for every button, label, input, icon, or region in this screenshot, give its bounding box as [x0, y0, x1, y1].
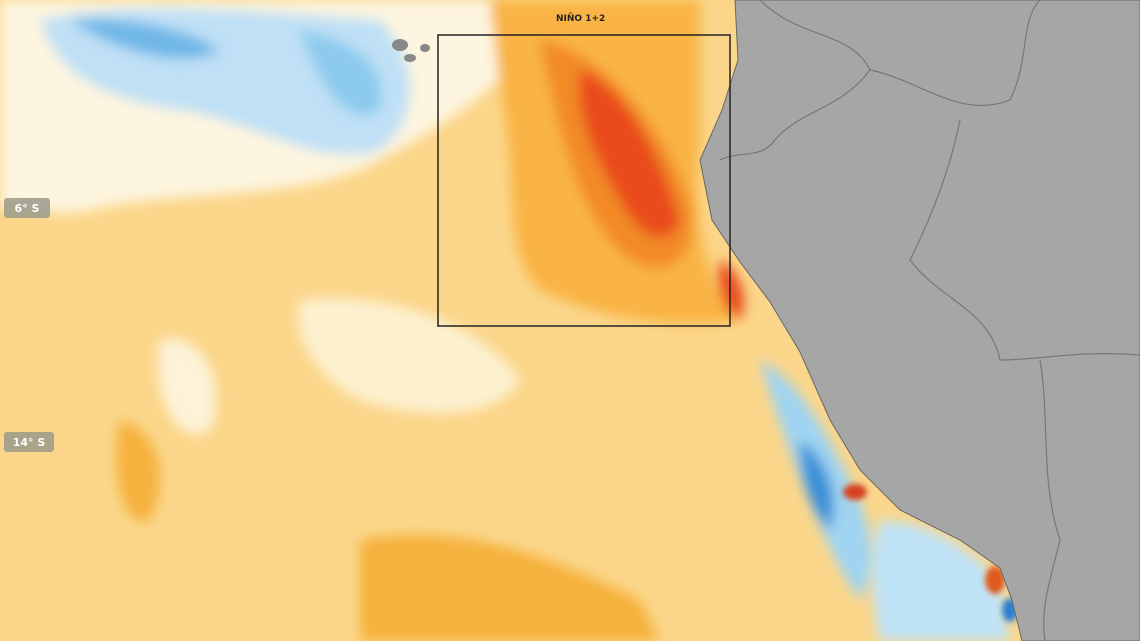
anomaly-field: [0, 0, 1010, 641]
land: [699, 0, 1140, 641]
lat-label: 14° S: [13, 436, 46, 449]
nino-region-box: [437, 34, 731, 327]
lat-label-bg: [4, 432, 54, 452]
region-label: NIÑO 1+2: [556, 13, 605, 24]
lat-label: 6° S: [15, 202, 40, 215]
borders: [719, 0, 1140, 641]
islands: [392, 39, 430, 62]
lat-label-bg: [4, 198, 50, 218]
hotspots: [843, 484, 1018, 622]
